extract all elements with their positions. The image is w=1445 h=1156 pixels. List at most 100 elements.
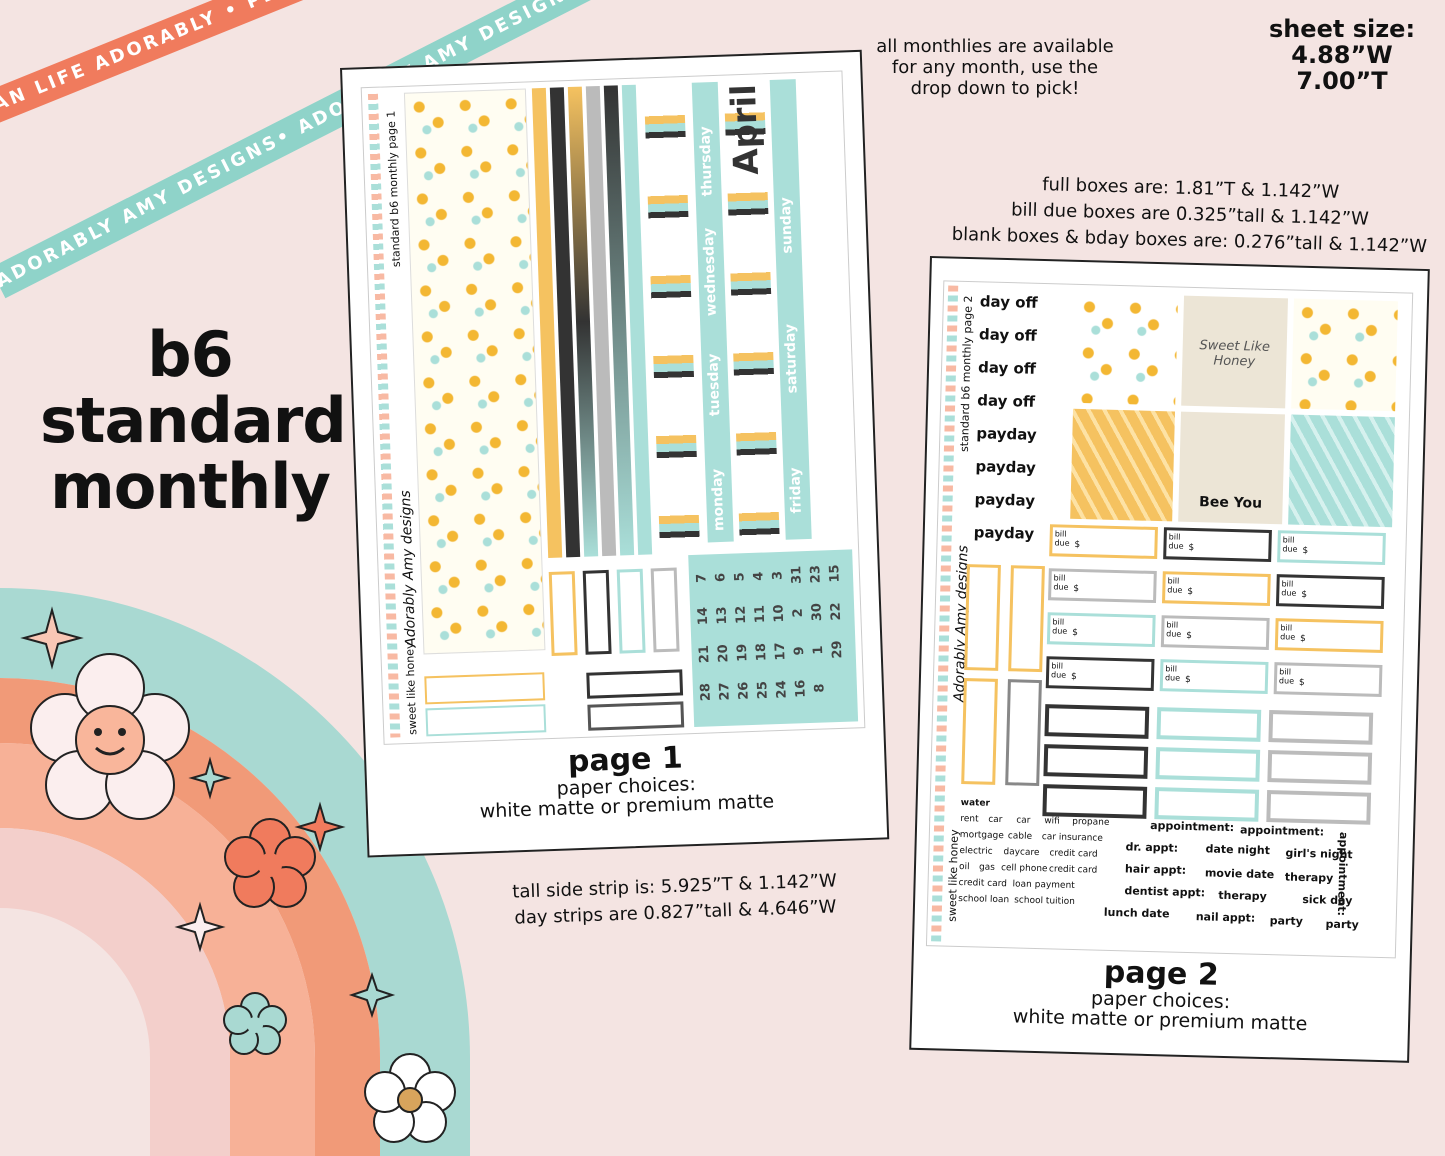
honeycomb-box (1070, 408, 1176, 522)
daisy-box (1073, 292, 1179, 406)
bee-box (1291, 298, 1398, 412)
blank-box (1044, 704, 1150, 739)
date-number: 13 (714, 606, 731, 625)
date-number: 21 (696, 644, 713, 664)
bill-due-label: bill due (1281, 579, 1297, 598)
vertical-box (548, 571, 578, 656)
appointment-word: nail appt: (1195, 910, 1256, 925)
bill-word: mortgage (959, 829, 1004, 842)
bill-due-label: bill due (1052, 617, 1068, 636)
bill-word: propane (1072, 816, 1110, 828)
box-size-note: full boxes are: 1.81”T & 1.142”W bill du… (951, 174, 1428, 258)
orange-flower-icon (224, 818, 316, 908)
sticker-label: payday (975, 457, 1037, 477)
bill-due-box: bill due $ (1049, 524, 1158, 560)
date-number: 30 (809, 602, 826, 622)
bill-due-box: bill due $ (1273, 662, 1383, 697)
bday-box (424, 672, 546, 705)
day-label-tuesday: tuesday (705, 353, 724, 417)
date-number: 11 (752, 604, 769, 624)
bill-due-box: bill due $ (1274, 618, 1384, 653)
bill-word: rent (960, 813, 979, 825)
strip-size-note: tall side strip is: 5.925”T & 1.142”W da… (511, 870, 838, 929)
page-1-caption: page 1 paper choices: white matte or pre… (479, 740, 775, 823)
date-number: 16 (793, 679, 809, 699)
appointment-word: appointment: (1334, 831, 1351, 917)
appointment-word: date night (1205, 842, 1271, 858)
bill-due-box: bill due $ (1163, 527, 1272, 563)
bill-word: car (1016, 815, 1031, 826)
blank-box (1268, 710, 1374, 745)
appointment-word: therapy (1284, 870, 1334, 885)
blank-box (1266, 790, 1372, 825)
page-1-side-label: standard b6 monthly page 1 (384, 110, 403, 268)
bee-pattern-strip (403, 88, 546, 655)
date-number: 1 (810, 645, 827, 655)
date-number: 15 (827, 564, 843, 583)
dollar-sign: $ (1184, 674, 1191, 685)
sparkle-icon (20, 606, 396, 1019)
dollar-sign: $ (1073, 583, 1080, 595)
date-number: 24 (774, 680, 790, 699)
availability-note: all monthlies are available for any mont… (876, 36, 1114, 99)
date-number: 29 (829, 640, 846, 659)
bill-word: car insurance (1041, 832, 1103, 844)
bill-word: cell phone (1000, 863, 1048, 875)
bill-word: cable (1007, 831, 1033, 842)
date-number: 2 (790, 608, 806, 618)
page-1-sheet: standard b6 monthly page 1 Adorably Amy … (340, 49, 890, 858)
date-number: 9 (791, 646, 808, 656)
page-2-sticker-area: standard b6 monthly page 2 Adorably Amy … (925, 280, 1414, 959)
water-label: water (960, 797, 991, 809)
bday-box (425, 704, 547, 737)
appointment-word: hair appt: (1124, 862, 1187, 877)
date-number: 17 (772, 642, 789, 661)
bill-word: school tuition (1014, 895, 1075, 908)
dollar-sign: $ (1186, 630, 1193, 641)
date-number: 3 (770, 570, 786, 581)
rainbow-decoration (0, 588, 470, 1156)
tall-box (1008, 565, 1045, 673)
bill-due-box: bill due $ (1159, 659, 1269, 694)
bill-due-label: bill due (1053, 573, 1069, 592)
date-number: 6 (713, 572, 729, 583)
appointment-word: movie date (1204, 866, 1275, 882)
month-label: April (723, 83, 767, 176)
wide-box (587, 701, 685, 731)
sticker-label: payday (973, 523, 1035, 543)
vertical-box (650, 567, 680, 653)
day-label-sunday: sunday (777, 196, 796, 254)
sticker-label: payday (974, 490, 1036, 510)
page-2-side-label: standard b6 monthly page 2 (957, 295, 975, 453)
wide-box (586, 669, 684, 699)
appointment-word: lunch date (1103, 905, 1170, 921)
rainbow-strip (643, 83, 700, 545)
date-number: 18 (753, 642, 770, 662)
sticker-label: day off (979, 292, 1038, 312)
bill-word: credit card (1049, 848, 1098, 860)
dollar-sign: $ (1298, 677, 1305, 688)
tall-box (1005, 679, 1042, 787)
sticker-label: payday (976, 424, 1037, 444)
bill-due-label: bill due (1050, 661, 1067, 680)
vertical-box (616, 568, 646, 654)
date-number: 31 (789, 565, 805, 585)
bill-word: credit card (1048, 864, 1098, 876)
appointment-word: dr. appt: (1125, 840, 1179, 855)
bill-word: school loan (958, 893, 1010, 906)
dollar-sign: $ (1072, 627, 1079, 638)
smiley-flower-icon (30, 653, 190, 820)
dollar-sign: $ (1074, 539, 1081, 551)
day-label-saturday: saturday (782, 323, 801, 394)
date-number: 19 (734, 643, 751, 663)
title-line-3: monthly (50, 450, 331, 523)
bill-due-label: bill due (1280, 623, 1296, 642)
day-label-thursday: thursday (697, 125, 716, 197)
blank-box (1042, 784, 1148, 819)
dollar-sign: $ (1301, 589, 1308, 600)
date-number: 8 (812, 683, 828, 693)
day-label-wednesday: wednesday (700, 227, 720, 317)
bill-due-label: bill due (1168, 532, 1184, 551)
bill-due-box: bill due $ (1275, 574, 1385, 610)
bill-due-label: bill due (1167, 576, 1183, 595)
